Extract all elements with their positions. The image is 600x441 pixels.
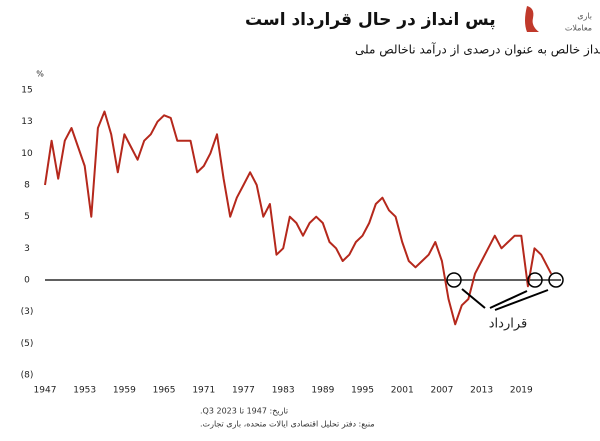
- x-tick-label: 2013: [470, 386, 493, 396]
- y-unit: %: [36, 70, 44, 79]
- y-tick-label: (8): [21, 371, 34, 381]
- chart-subtitle: پس انداز خالص به عنوان درصدی از درآمد نا…: [355, 42, 600, 58]
- y-tick-label: 10: [21, 149, 33, 159]
- annotation-circles: [446, 272, 564, 288]
- highlight-circle: [446, 272, 462, 288]
- x-tick-label: 1995: [351, 386, 374, 396]
- y-tick-label: 13: [21, 117, 32, 127]
- logo-text: باری: [577, 12, 592, 21]
- line: [44, 110, 552, 326]
- x-tick-label: 1947: [34, 386, 57, 396]
- y-tick-label: 3: [24, 244, 30, 254]
- x-tick-label: 2007: [430, 386, 453, 396]
- arrow: [489, 290, 528, 309]
- annotation-arrows: [461, 288, 549, 311]
- x-tick-label: 2019: [510, 386, 533, 396]
- y-tick-label: (3): [21, 307, 34, 317]
- chart-title: پس انداز در حال قرارداد است: [245, 10, 496, 30]
- highlight-circle: [527, 272, 543, 288]
- x-tick-label: 1971: [192, 386, 215, 396]
- x-tick-label: 1965: [153, 386, 176, 396]
- x-tick-label: 1983: [272, 386, 295, 396]
- x-tick-label: 2001: [391, 386, 414, 396]
- note: منبع: دفتر تحلیل اقتصادی ایالات متحده، ب…: [200, 420, 375, 429]
- annotation: قرارداد: [489, 317, 527, 332]
- arrow: [461, 288, 486, 309]
- y-tick-label: 5: [24, 212, 30, 222]
- y-tick-label: 8: [24, 181, 30, 191]
- arrow: [494, 289, 549, 311]
- x-tick-label: 1959: [113, 386, 136, 396]
- y-tick-label: (5): [21, 339, 34, 349]
- x-tick-label: 1977: [232, 386, 255, 396]
- x-tick-label: 1953: [73, 386, 96, 396]
- logo-text: معاملات: [565, 24, 592, 33]
- note: تاریخ: 1947 تا 2023 Q3.: [200, 407, 288, 416]
- y-tick-label: 0: [24, 276, 30, 286]
- highlight-circle: [548, 272, 564, 288]
- logo-icon: [525, 6, 539, 32]
- y-tick-label: 15: [21, 86, 32, 96]
- x-tick-label: 1989: [311, 386, 334, 396]
